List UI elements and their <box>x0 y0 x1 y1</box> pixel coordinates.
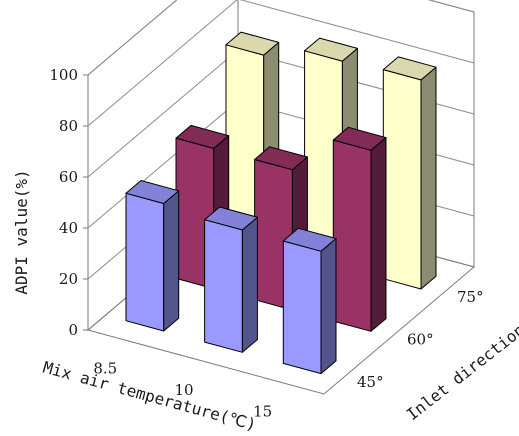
gridline <box>87 0 475 76</box>
bar-top-face <box>225 31 280 56</box>
x-axis-title: Mix air temperature(℃) <box>41 358 258 435</box>
y-axis-title: ADPI value(%) <box>12 169 31 294</box>
bar-side-face <box>320 238 337 375</box>
z-tick-label: 45° <box>357 373 384 391</box>
y-tick-label: 40 <box>59 219 78 237</box>
bar-top-face <box>304 37 358 62</box>
x-tick-label: 15 <box>253 402 272 420</box>
bar-top-face <box>254 146 308 171</box>
bar <box>204 206 258 353</box>
x-tick-label: 8.5 <box>93 360 117 378</box>
x-tick-label: 10 <box>174 381 193 399</box>
bar <box>125 180 180 332</box>
bar-top-face <box>382 56 437 81</box>
y-tick-label: 100 <box>49 66 78 84</box>
y-tick-label: 20 <box>59 270 78 288</box>
y-tick-label: 0 <box>68 321 78 339</box>
bar-front-face <box>125 192 165 332</box>
bar-side-face <box>241 216 258 353</box>
chart-bars <box>125 31 437 375</box>
y-tick-label: 80 <box>59 117 78 135</box>
bar <box>382 56 437 290</box>
gridline <box>87 0 475 127</box>
bar-top-face <box>332 126 387 151</box>
bar <box>332 126 387 332</box>
bar-top-face <box>282 227 337 252</box>
bar-front-face <box>332 139 372 332</box>
bar-side-face <box>370 137 387 332</box>
bar-front-face <box>204 219 243 353</box>
bar-top-face <box>125 180 180 204</box>
z-tick-label: 60° <box>407 331 434 349</box>
y-tick-label: 60 <box>59 168 78 186</box>
bar-front-face <box>282 240 322 375</box>
chart-tick-labels: 0 20 40 60 80 100 8.5 10 15 45° 60° 75° <box>49 66 483 420</box>
bar-top-face <box>175 124 230 149</box>
bar-side-face <box>420 66 437 290</box>
bar-side-face <box>163 190 180 332</box>
bar-top-face <box>204 206 258 231</box>
bar-front-face <box>382 69 422 290</box>
z-tick-label: 75° <box>457 288 484 306</box>
bar <box>282 227 337 375</box>
